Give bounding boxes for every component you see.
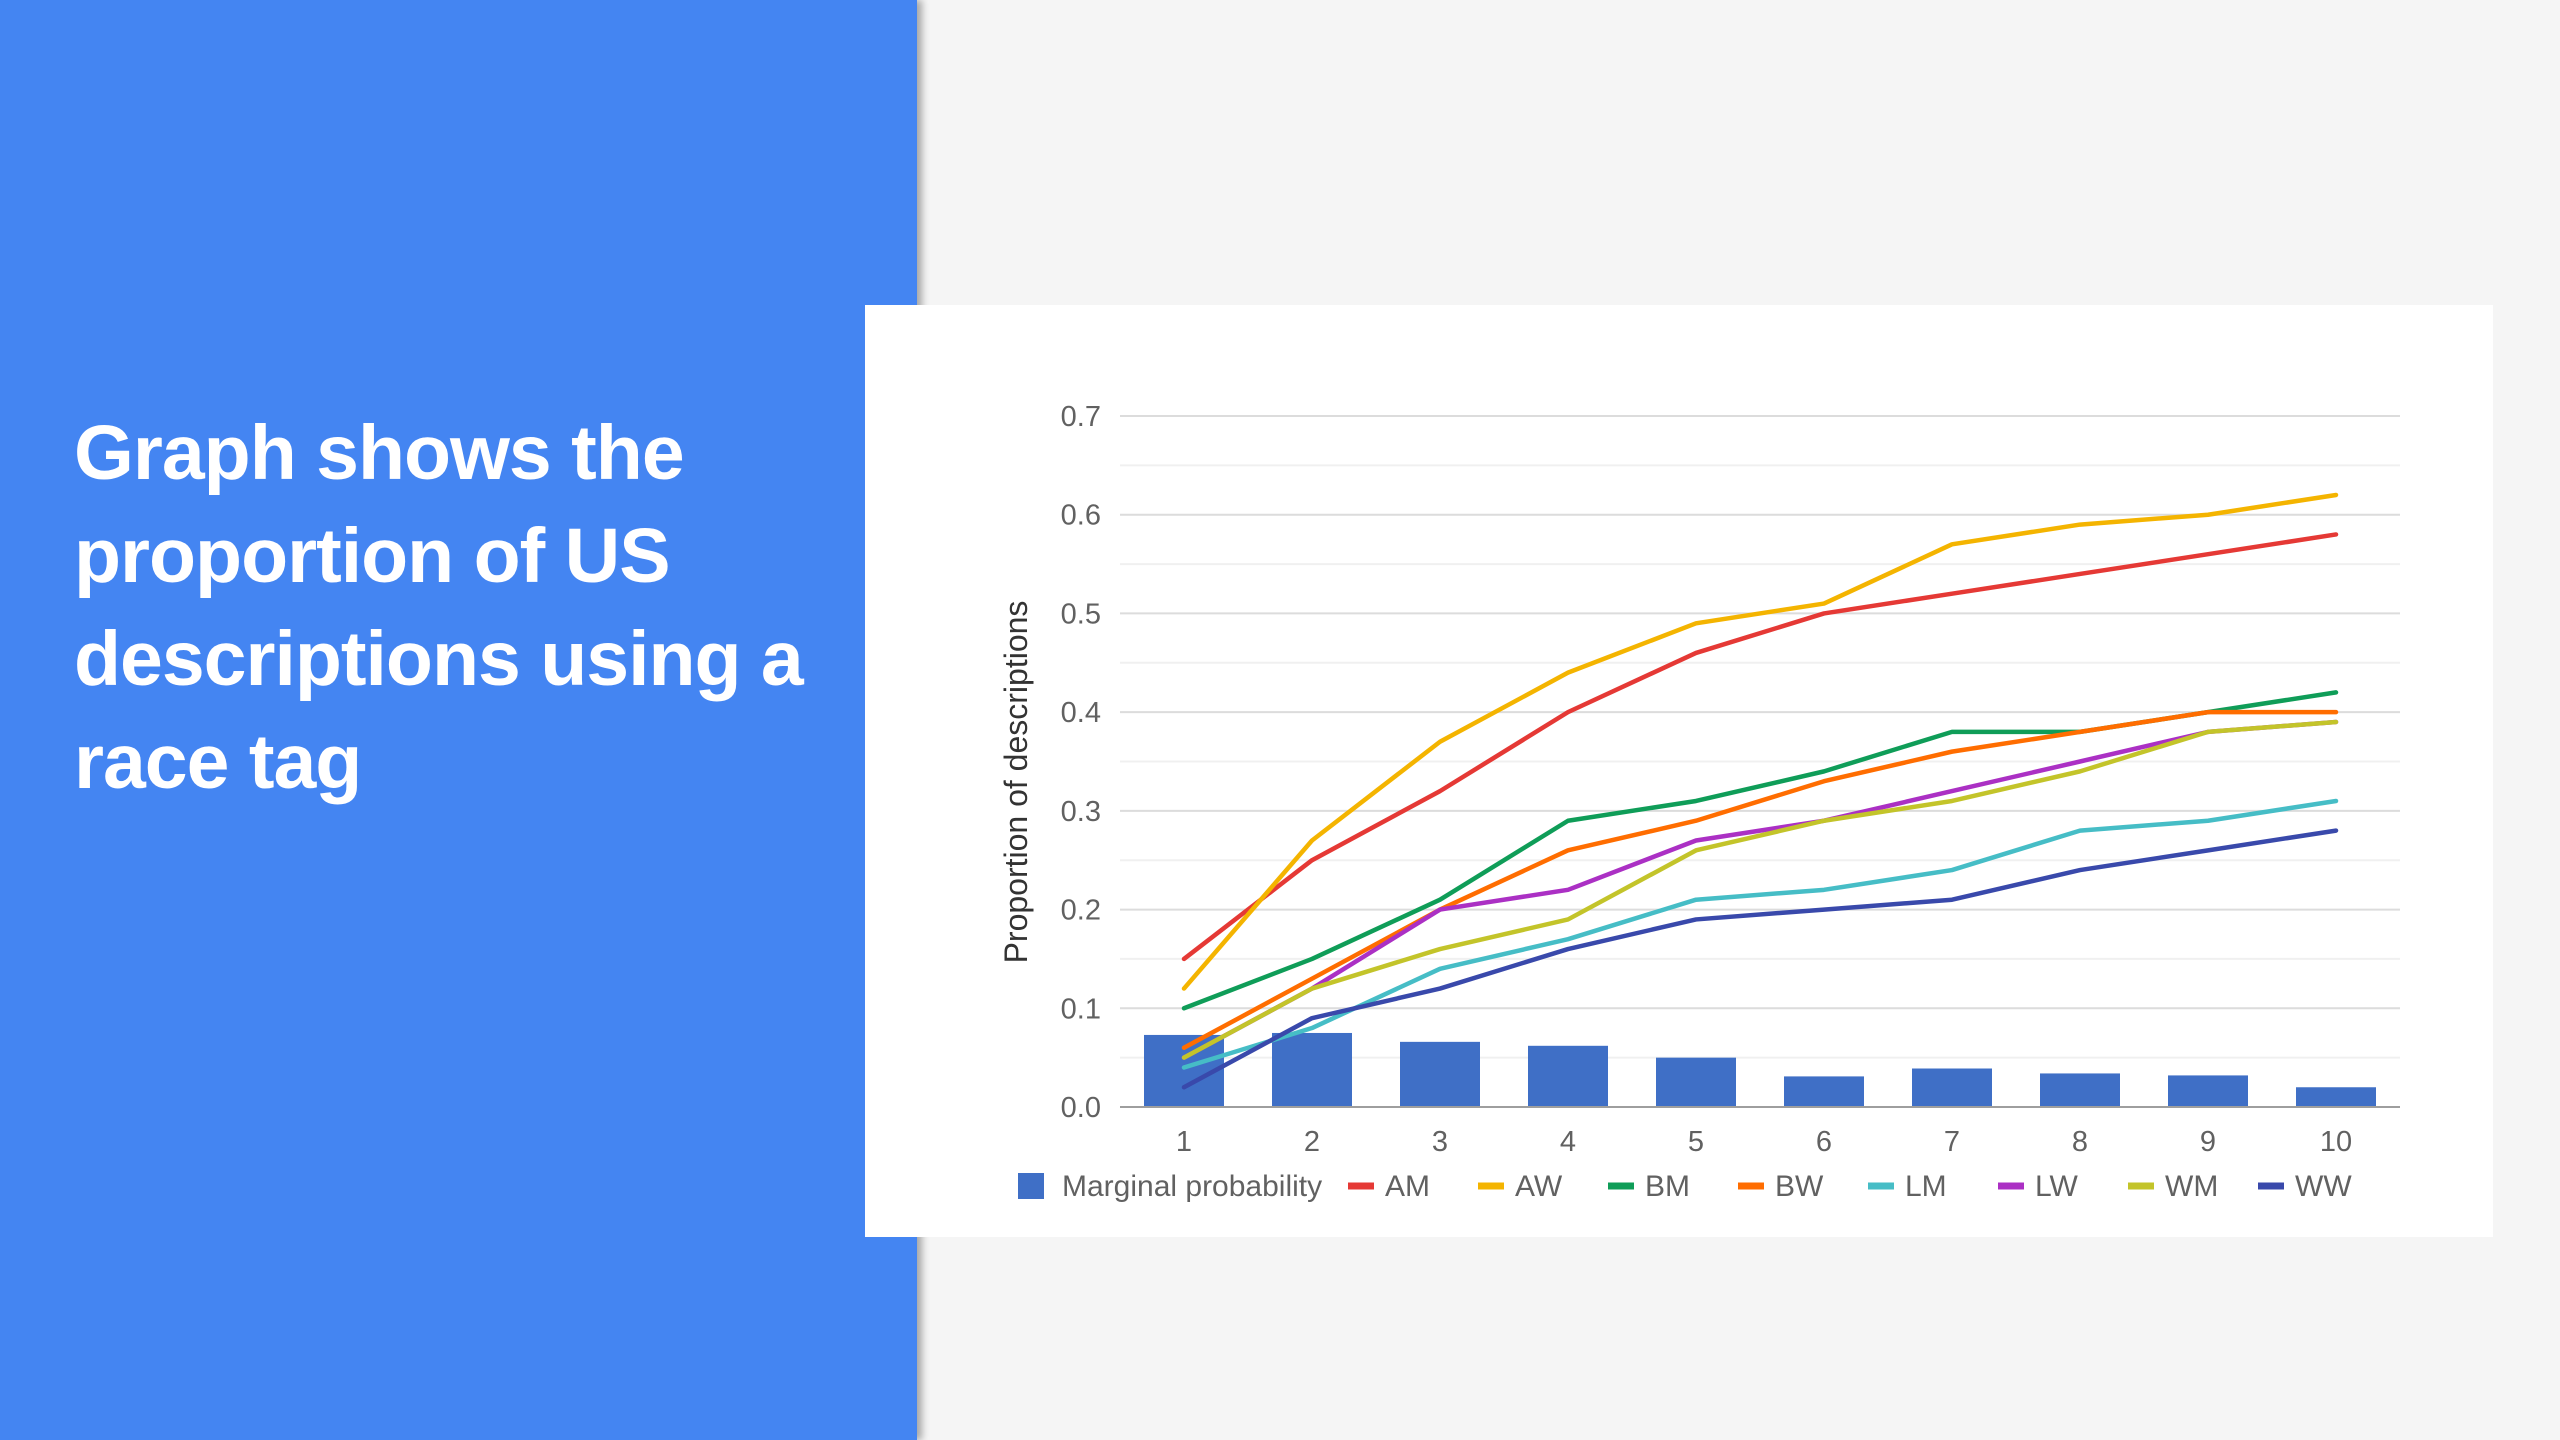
legend: Marginal probability AM AW BM BW LM LW WM WW: [1018, 1170, 2352, 1203]
bar-marginal-probability: [2168, 1075, 2248, 1107]
legend-label: WW: [2295, 1170, 2352, 1203]
bar-marginal-probability: [1912, 1068, 1992, 1107]
legend-swatch: [1018, 1173, 1044, 1199]
bar-marginal-probability: [1656, 1057, 1736, 1107]
x-tick-label: 8: [2072, 1126, 2088, 1158]
bar-marginal-probability: [1272, 1032, 1352, 1107]
legend-item-aw: AW: [1478, 1170, 1563, 1203]
line-series-lm: [1181, 798, 2339, 1070]
bar-marginal-probability: [1784, 1076, 1864, 1107]
title-panel: Graph shows the proportion of US descrip…: [0, 0, 917, 1440]
chart: 0.0 0.1 0.2 0.3 0.4 0.5 0.6 0.7 1 2 3 4 5 6 7 8 9 10 Pro…: [998, 401, 2400, 1203]
x-tick-label: 3: [1432, 1126, 1448, 1158]
line-series-ww: [1181, 828, 2339, 1090]
y-tick-label: 0.6: [1061, 500, 1101, 532]
x-tick-label: 7: [1944, 1126, 1960, 1158]
legend-item-lm: LM: [1868, 1170, 1947, 1203]
legend-item-ww: WW: [2258, 1170, 2352, 1203]
y-tick-label: 0.7: [1061, 401, 1101, 433]
legend-label: BW: [1775, 1170, 1824, 1203]
x-tick-label: 4: [1560, 1126, 1576, 1158]
x-tick-label: 10: [2320, 1126, 2352, 1158]
legend-item-bm: BM: [1608, 1170, 1690, 1203]
y-tick-label: 0.2: [1061, 895, 1101, 927]
x-tick-label: 2: [1304, 1126, 1320, 1158]
legend-label: LW: [2035, 1170, 2078, 1203]
legend-item-lw: LW: [1998, 1170, 2078, 1203]
line-series-aw: [1181, 492, 2339, 991]
line-series-bw: [1181, 709, 2339, 1051]
legend-label: AW: [1515, 1170, 1563, 1203]
legend-label: LM: [1905, 1170, 1947, 1203]
y-tick-label: 0.3: [1061, 796, 1101, 828]
bar-marginal-probability: [1528, 1045, 1608, 1107]
gridlines: [1120, 415, 2400, 1059]
y-tick-label: 0.5: [1061, 598, 1101, 630]
y-tick-label: 0.1: [1061, 993, 1101, 1025]
y-tick-label: 0.0: [1061, 1092, 1101, 1124]
x-tick-label: 9: [2200, 1126, 2216, 1158]
legend-label: BM: [1645, 1170, 1690, 1203]
bar-marginal-probability: [2040, 1073, 2120, 1107]
line-series-am: [1181, 532, 2339, 962]
slide-title: Graph shows the proportion of US descrip…: [74, 410, 804, 805]
line-series: [1181, 492, 2339, 1090]
line-series-wm: [1181, 719, 2339, 1060]
legend-item-am: AM: [1348, 1170, 1430, 1203]
legend-label: Marginal probability: [1062, 1170, 1322, 1203]
legend-label: WM: [2165, 1170, 2218, 1203]
legend-item-wm: WM: [2128, 1170, 2218, 1203]
legend-item-marginal-probability: Marginal probability: [1018, 1170, 1322, 1203]
x-tick-label: 5: [1688, 1126, 1704, 1158]
x-tick-label: 1: [1176, 1126, 1192, 1158]
bars-marginal-probability: [1144, 1032, 2376, 1107]
bar-marginal-probability: [2296, 1087, 2376, 1107]
legend-label: AM: [1385, 1170, 1430, 1203]
x-axis-ticks: 1 2 3 4 5 6 7 8 9 10: [1176, 1126, 2352, 1158]
legend-item-bw: BW: [1738, 1170, 1824, 1203]
bar-marginal-probability: [1400, 1041, 1480, 1107]
y-tick-label: 0.4: [1061, 697, 1101, 729]
line-series-lw: [1181, 719, 2339, 1060]
y-axis-title: Proportion of descriptions: [998, 601, 1034, 964]
x-tick-label: 6: [1816, 1126, 1832, 1158]
chart-card: 0.0 0.1 0.2 0.3 0.4 0.5 0.6 0.7 1 2 3 4 5 6 7 8 9 10 Pro…: [865, 305, 2493, 1237]
y-axis-ticks: 0.0 0.1 0.2 0.3 0.4 0.5 0.6 0.7: [1061, 401, 1101, 1124]
